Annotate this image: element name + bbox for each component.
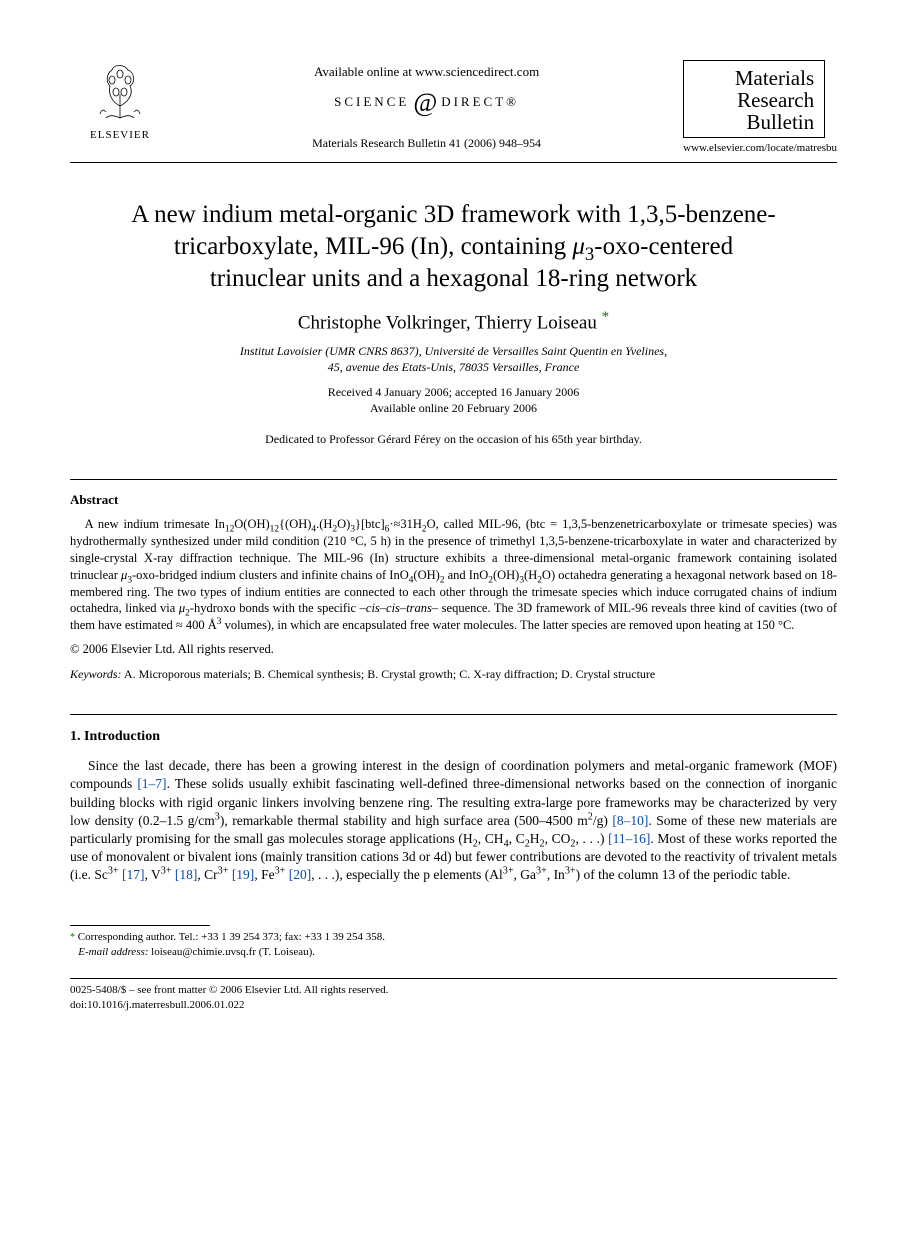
title-l1: A new indium metal-organic 3D framework …: [131, 201, 775, 228]
intro-t18: ) of the column 13 of the periodic table…: [576, 867, 791, 882]
keywords-label: Keywords:: [70, 667, 122, 681]
affil-l2: 45, avenue des Etats-Unis, 78035 Versail…: [328, 360, 580, 374]
abstract-top-rule: [70, 479, 837, 480]
copyright: © 2006 Elsevier Ltd. All rights reserved…: [70, 642, 837, 657]
ref-link-1-7[interactable]: [1–7]: [137, 776, 166, 791]
abs-t10: (OH): [413, 568, 439, 582]
intro-t13: , Cr: [197, 867, 217, 882]
ref-link-19[interactable]: [19]: [232, 867, 255, 882]
affiliation: Institut Lavoisier (UMR CNRS 8637), Univ…: [70, 344, 837, 375]
abs-t17: volumes), in which are encapsulated free…: [221, 618, 794, 632]
publisher-label: ELSEVIER: [70, 129, 170, 141]
center-header: Available online at www.sciencedirect.co…: [170, 60, 683, 151]
article-dates: Received 4 January 2006; accepted 16 Jan…: [70, 384, 837, 416]
intro-t15: , . . .), especially the p elements (Al: [311, 867, 503, 882]
authors-text: Christophe Volkringer, Thierry Loiseau: [298, 312, 597, 333]
journal-box-l2: Research: [694, 89, 814, 111]
journal-box-l3: Bulletin: [694, 111, 814, 133]
ref-link-17[interactable]: [17]: [122, 867, 145, 882]
front-matter: 0025-5408/$ – see front matter © 2006 El…: [70, 983, 837, 1013]
abs-t2: O(OH): [234, 517, 269, 531]
citation: Materials Research Bulletin 41 (2006) 94…: [170, 136, 683, 151]
sd-left: SCIENCE: [334, 94, 409, 109]
available-online: Available online at www.sciencedirect.co…: [170, 64, 683, 80]
abs-t4: (H: [319, 517, 332, 531]
abs-t7: ·≈31H: [389, 517, 422, 531]
dates-l1: Received 4 January 2006; accepted 16 Jan…: [328, 385, 580, 399]
intro-t12: , V: [145, 867, 161, 882]
intro-t3: ), remarkable thermal stability and high…: [220, 813, 588, 828]
ref-link-20[interactable]: [20]: [289, 867, 312, 882]
abs-t3: {(OH): [279, 517, 311, 531]
footnote: * Corresponding author. Tel.: +33 1 39 2…: [70, 930, 837, 961]
intro-t8: H: [530, 831, 540, 846]
elsevier-tree-icon: [90, 60, 150, 127]
intro-t6: , CH: [478, 831, 504, 846]
intro-t9: , CO: [545, 831, 571, 846]
abstract-body: A new indium trimesate In12O(OH)12{(OH)4…: [70, 516, 837, 634]
header-row: ELSEVIER Available online at www.science…: [70, 60, 837, 154]
intro-t7: , C: [509, 831, 525, 846]
keywords-text: A. Microporous materials; B. Chemical sy…: [122, 667, 656, 681]
intro-t17: , In: [547, 867, 565, 882]
top-rule: [70, 162, 837, 163]
intro-paragraph: Since the last decade, there has been a …: [70, 757, 837, 885]
intro-t4: /g): [593, 813, 613, 828]
intro-t16: , Ga: [514, 867, 537, 882]
intro-t14: , Fe: [254, 867, 274, 882]
ref-link-8-10[interactable]: [8–10]: [612, 813, 648, 828]
abstract-bottom-rule: [70, 714, 837, 715]
intro-head: 1. Introduction: [70, 729, 837, 745]
ref-link-18[interactable]: [18]: [175, 867, 198, 882]
front-matter-l1: 0025-5408/$ – see front matter © 2006 El…: [70, 984, 388, 996]
title-l2a: tricarboxylate, MIL-96 (In), containing: [174, 233, 572, 260]
bottom-rule: [70, 978, 837, 979]
title-l3: trinuclear units and a hexagonal 18-ring…: [210, 265, 697, 292]
footnote-corr: Corresponding author. Tel.: +33 1 39 254…: [75, 931, 385, 943]
abs-t12: (OH): [493, 568, 519, 582]
abs-t13: (H: [524, 568, 537, 582]
sd-at-icon: @: [413, 88, 437, 118]
front-matter-l2: doi:10.1016/j.materresbull.2006.01.022: [70, 999, 244, 1011]
title-l2b: -oxo-centered: [594, 233, 733, 260]
footnote-email-label: E-mail address:: [78, 946, 148, 958]
journal-box: Materials Research Bulletin: [683, 60, 825, 138]
abs-t15: -hydroxo bonds with the specific –: [190, 601, 366, 615]
journal-url[interactable]: www.elsevier.com/locate/matresbu: [683, 142, 837, 154]
ref-link-11-16[interactable]: [11–16]: [608, 831, 650, 846]
abs-t9: -oxo-bridged indium clusters and infinit…: [132, 568, 409, 582]
authors: Christophe Volkringer, Thierry Loiseau *: [70, 309, 837, 334]
page-container: ELSEVIER Available online at www.science…: [0, 0, 907, 1063]
abs-t11: and InO: [445, 568, 489, 582]
abs-t1: A new indium trimesate In: [85, 517, 225, 531]
affil-l1: Institut Lavoisier (UMR CNRS 8637), Univ…: [240, 344, 667, 358]
corr-star-icon: *: [602, 309, 610, 325]
sd-right: DIRECT®: [441, 94, 519, 109]
footnote-email[interactable]: loiseau@chimie.uvsq.fr (T. Loiseau).: [148, 946, 315, 958]
footnote-rule: [70, 925, 210, 926]
abs-t5: O): [337, 517, 350, 531]
abs-t6: }[btc]: [355, 517, 385, 531]
abs-cis-trans: cis–cis–trans: [366, 601, 432, 615]
keywords: Keywords: A. Microporous materials; B. C…: [70, 667, 837, 682]
dedication: Dedicated to Professor Gérard Férey on t…: [70, 432, 837, 447]
sciencedirect-logo: SCIENCE @ DIRECT®: [170, 88, 683, 118]
journal-box-l1: Materials: [694, 67, 814, 89]
article-title: A new indium metal-organic 3D framework …: [80, 199, 827, 295]
publisher-block: ELSEVIER: [70, 60, 170, 141]
intro-t10: , . . .): [575, 831, 608, 846]
dates-l2: Available online 20 February 2006: [370, 401, 537, 415]
abstract-head: Abstract: [70, 492, 837, 508]
journal-block: Materials Research Bulletin www.elsevier…: [683, 60, 837, 154]
